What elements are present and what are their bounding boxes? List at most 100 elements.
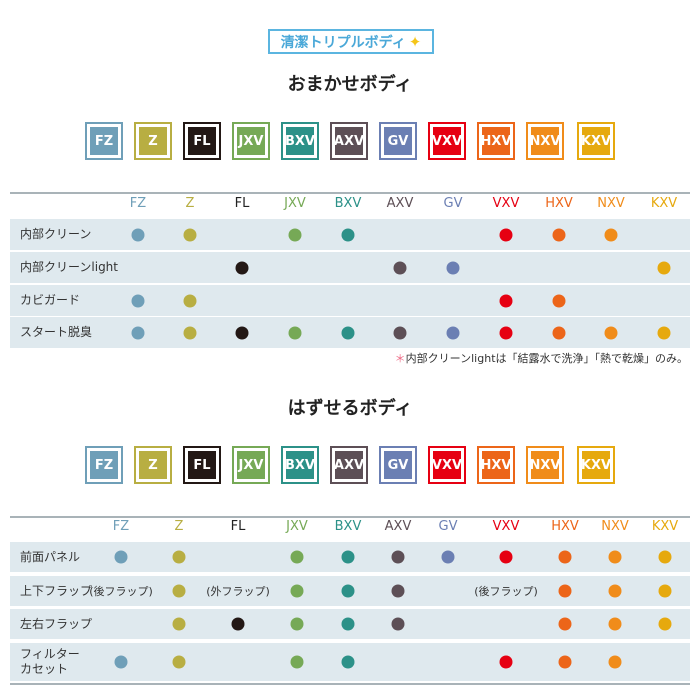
support-dot-bxv (341, 617, 355, 631)
model-badge-jxv: JXV (232, 122, 270, 160)
column-header-jxv: JXV (284, 196, 306, 211)
support-dot-z (183, 294, 197, 307)
support-dot-hxv (558, 655, 572, 669)
support-dot-z (172, 550, 186, 564)
section-title-omakase: おまかせボディ (287, 74, 413, 95)
support-dot-z (172, 617, 186, 631)
column-header-gv: GV (438, 519, 458, 534)
sparkle-icon: ✦ (408, 32, 422, 51)
support-dot-kxv (657, 326, 671, 339)
row-label: 上下フラップ (20, 583, 93, 598)
support-dot-axv (393, 261, 407, 274)
support-dot-nxv (608, 617, 622, 631)
column-header-gv: GV (443, 196, 463, 211)
model-badge-hxv: HXV (477, 446, 515, 484)
cell-note: (後フラップ) (474, 585, 538, 598)
support-dot-nxv (608, 550, 622, 564)
section-tag: 清潔トリプルボディ ✦ (268, 29, 434, 54)
cell-note: (後フラップ) (89, 585, 153, 598)
support-dot-bxv (341, 550, 355, 564)
support-dot-fz (131, 228, 145, 241)
model-badge-axv: AXV (330, 122, 368, 160)
column-header-hxv: HXV (545, 196, 573, 211)
column-header-vxv: VXV (492, 519, 520, 534)
support-dot-hxv (558, 550, 572, 564)
cell-note: (外フラップ) (206, 585, 270, 598)
column-header-vxv: VXV (492, 196, 520, 211)
model-badge-bxv: BXV (281, 122, 319, 160)
feature-table-1: FZ Z FL JXV BXV AXV GV VXV HXV NXV KXV 前面パネル 上下フラップ(… (10, 516, 690, 685)
model-badge-hxv: HXV (477, 122, 515, 160)
table-row: 内部クリーンlight (10, 252, 690, 283)
model-badge-z: Z (134, 122, 172, 160)
support-dot-vxv (499, 655, 513, 669)
support-dot-hxv (552, 326, 566, 339)
support-dot-axv (393, 326, 407, 339)
row-label: フィルター カセット (20, 647, 80, 676)
model-badge-fl: FL (183, 446, 221, 484)
support-dot-fl (231, 617, 245, 631)
support-dot-hxv (558, 584, 572, 598)
table-row: カビガード (10, 285, 690, 316)
support-dot-bxv (341, 584, 355, 598)
row-label: 内部クリーンlight (20, 260, 118, 274)
column-header-kxv: KXV (650, 196, 678, 211)
model-badge-gv: GV (379, 122, 417, 160)
support-dot-axv (391, 584, 405, 598)
support-dot-jxv (288, 228, 302, 241)
support-dot-bxv (341, 655, 355, 669)
table-top-rule (10, 516, 690, 518)
support-dot-vxv (499, 228, 513, 241)
model-badge-bxv: BXV (281, 446, 319, 484)
column-header-fz: FZ (129, 196, 147, 211)
support-dot-fz (131, 326, 145, 339)
support-dot-hxv (558, 617, 572, 631)
column-header-kxv: KXV (651, 519, 679, 534)
model-badge-nxv: NXV (526, 446, 564, 484)
support-dot-fl (235, 326, 249, 339)
support-dot-nxv (608, 655, 622, 669)
row-label: 内部クリーン (20, 227, 92, 241)
support-dot-jxv (290, 617, 304, 631)
row-label: スタート脱臭 (20, 325, 93, 339)
support-dot-z (172, 655, 186, 669)
model-badge-gv: GV (379, 446, 417, 484)
table-row: フィルター カセット (10, 643, 690, 681)
support-dot-bxv (341, 326, 355, 339)
model-badge-fz: FZ (85, 122, 123, 160)
support-dot-gv (441, 550, 455, 564)
support-dot-nxv (604, 228, 618, 241)
support-dot-vxv (499, 294, 513, 307)
support-dot-jxv (288, 326, 302, 339)
table-row: 内部クリーン (10, 219, 690, 250)
column-header-z: Z (174, 519, 184, 534)
support-dot-vxv (499, 550, 513, 564)
table-bottom-rule (10, 683, 690, 685)
support-dot-hxv (552, 294, 566, 307)
support-dot-kxv (658, 584, 672, 598)
support-dot-bxv (341, 228, 355, 241)
table-row: 前面パネル (10, 542, 690, 572)
row-label: 左右フラップ (20, 616, 93, 631)
support-dot-axv (391, 550, 405, 564)
support-dot-kxv (657, 261, 671, 274)
support-dot-axv (391, 617, 405, 631)
row-label: カビガード (20, 293, 81, 307)
model-badge-vxv: VXV (428, 446, 466, 484)
support-dot-nxv (604, 326, 618, 339)
table-top-rule (10, 192, 690, 194)
support-dot-gv (446, 261, 460, 274)
support-dot-gv (446, 326, 460, 339)
tag-label: 清潔トリプルボディ (280, 34, 406, 51)
footnote: ＊内部クリーンlightは「結露水で洗浄」「熱で乾燥」のみ。 (394, 352, 688, 365)
column-header-bxv: BXV (334, 196, 362, 211)
support-dot-fz (114, 550, 128, 564)
model-badge-kxv: KXV (577, 446, 615, 484)
support-dot-fz (114, 655, 128, 669)
support-dot-vxv (499, 326, 513, 339)
model-badge-vxv: VXV (428, 122, 466, 160)
column-header-fl: FL (230, 519, 246, 534)
column-header-bxv: BXV (334, 519, 362, 534)
model-badge-axv: AXV (330, 446, 368, 484)
model-badge-fz: FZ (85, 446, 123, 484)
